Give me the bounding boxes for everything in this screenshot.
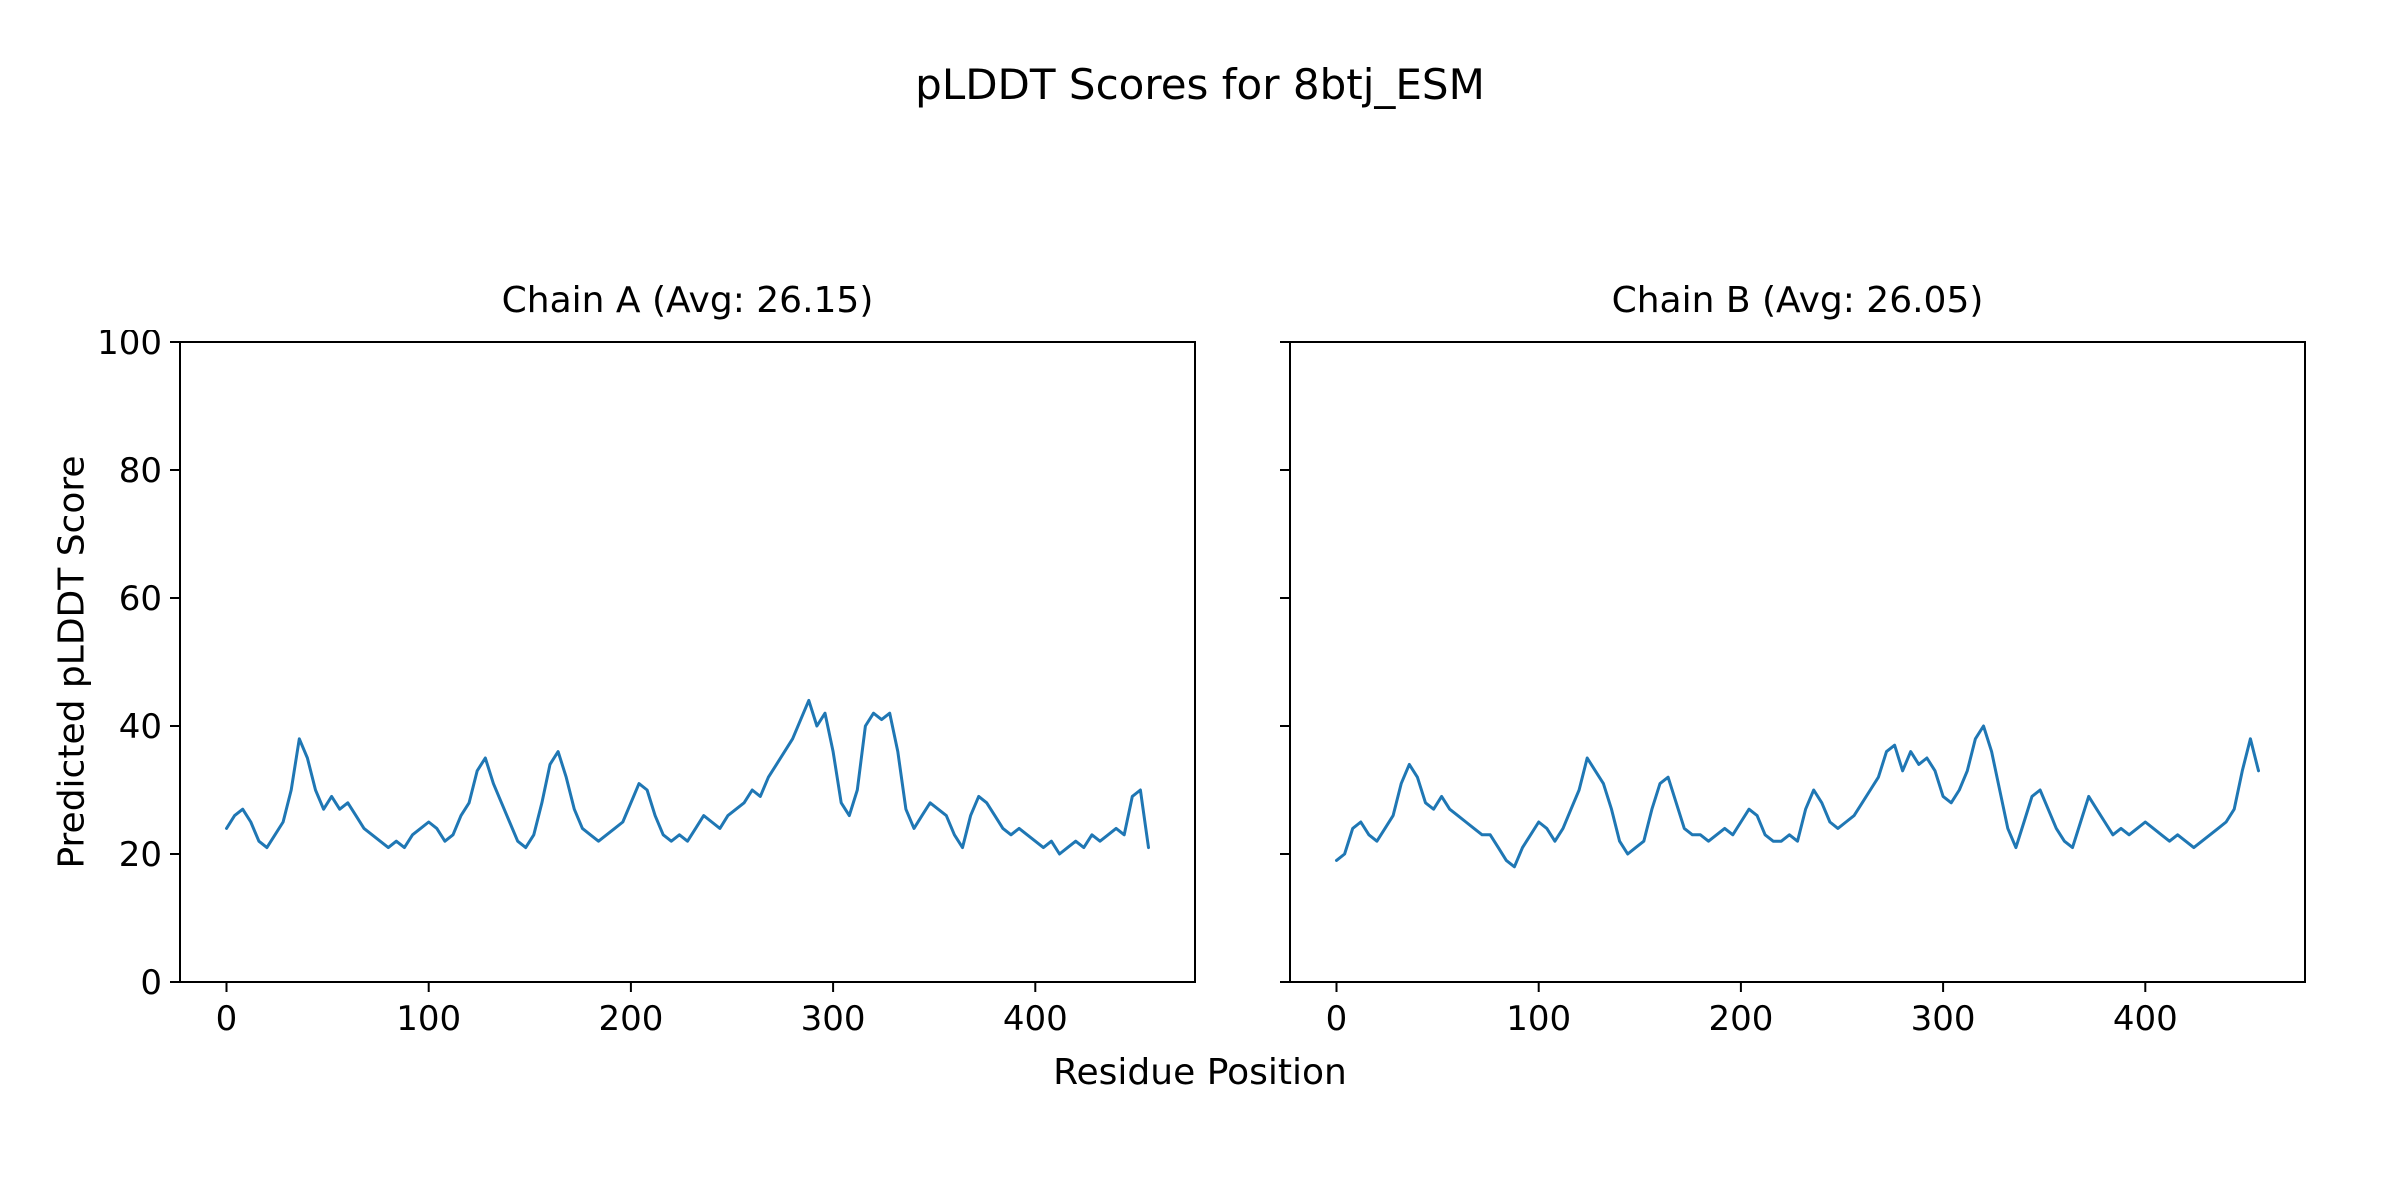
chart-chain-b: Chain B (Avg: 26.05) 0 100 200 300 400	[1240, 280, 2375, 1046]
svg-text:0: 0	[216, 999, 238, 1039]
svg-text:60: 60	[119, 579, 162, 619]
svg-text:20: 20	[119, 835, 162, 875]
svg-text:400: 400	[2113, 999, 2178, 1039]
subplot-title-chain-a: Chain A (Avg: 26.15)	[501, 280, 874, 321]
svg-text:0: 0	[1326, 999, 1348, 1039]
svg-text:0: 0	[140, 963, 162, 1003]
line-plot-chain-a: 0 100 200 300 400 0 20 40 60 80 100	[97, 323, 1196, 1039]
svg-text:200: 200	[598, 999, 663, 1039]
svg-text:300: 300	[1911, 999, 1976, 1039]
svg-text:100: 100	[97, 330, 162, 363]
svg-text:300: 300	[801, 999, 866, 1039]
svg-text:80: 80	[119, 451, 162, 491]
svg-text:200: 200	[1708, 999, 1773, 1039]
subplot-title-chain-b: Chain B (Avg: 26.05)	[1611, 280, 1984, 321]
x-axis-label: Residue Position	[1053, 1052, 1347, 1093]
charts-row: Chain A (Avg: 26.15) 0 100 200 300 400 0 20 40 6…	[0, 280, 2400, 1046]
y-axis-label: Predicted pLDDT Score	[51, 455, 93, 869]
svg-text:100: 100	[1506, 999, 1571, 1039]
line-plot-chain-b: 0 100 200 300 400	[1280, 341, 2306, 1039]
svg-text:40: 40	[119, 707, 162, 747]
figure-title: pLDDT Scores for 8btj_ESM	[915, 60, 1485, 109]
chart-chain-a: Chain A (Avg: 26.15) 0 100 200 300 400 0 20 40 6…	[85, 280, 1220, 1046]
svg-text:100: 100	[396, 999, 461, 1039]
svg-text:400: 400	[1003, 999, 1068, 1039]
